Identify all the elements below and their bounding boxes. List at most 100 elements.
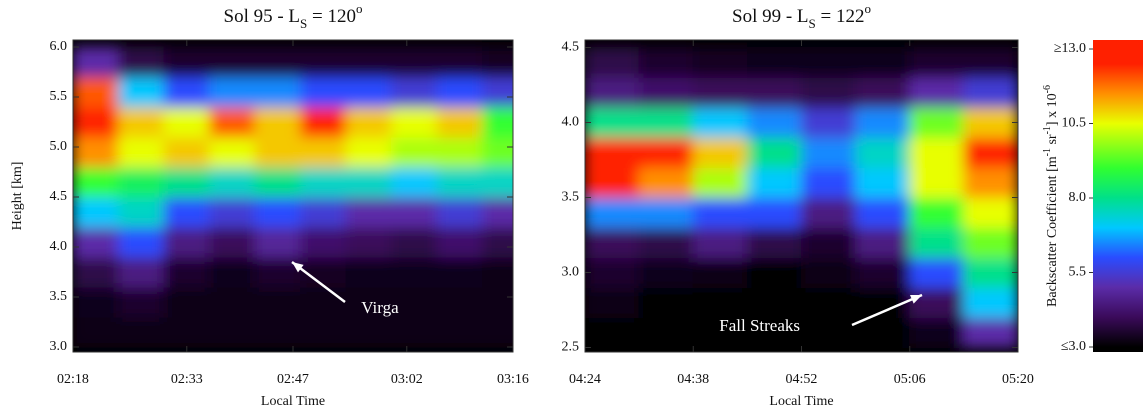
heatmap-cell bbox=[639, 197, 694, 228]
heatmap-cell bbox=[73, 167, 120, 198]
heatmap-cell bbox=[300, 107, 347, 138]
heatmap-cell bbox=[73, 77, 120, 108]
heatmap-cell bbox=[585, 197, 640, 228]
heatmap-cell bbox=[909, 137, 964, 168]
heatmap-cell bbox=[747, 47, 802, 78]
colorbar-tick-label: 8.0 bbox=[1069, 190, 1087, 205]
heatmap-cell bbox=[255, 287, 302, 318]
y-tick-label: 4.0 bbox=[562, 115, 580, 130]
heatmap-cell bbox=[747, 227, 802, 258]
heatmap-cell bbox=[693, 197, 748, 228]
heatmap-cell bbox=[118, 167, 165, 198]
x-tick-label: 04:38 bbox=[677, 372, 709, 387]
heatmap-cell bbox=[209, 167, 256, 198]
heatmap-cell bbox=[693, 77, 748, 108]
heatmap-cell bbox=[639, 47, 694, 78]
heatmap-cell bbox=[73, 47, 120, 78]
heatmap-cell bbox=[747, 257, 802, 288]
heatmap-cell bbox=[164, 257, 211, 288]
x-axis-label: Local Time bbox=[261, 394, 325, 409]
chart-title: Sol 99 - LS = 122o bbox=[732, 1, 871, 31]
heatmap-cell bbox=[747, 197, 802, 228]
heatmap-cell bbox=[909, 317, 964, 348]
colorbar-label-part: -1 bbox=[1042, 126, 1053, 134]
y-tick-label: 4.5 bbox=[562, 40, 580, 55]
heatmap-cell bbox=[963, 137, 1018, 168]
heatmap-cell bbox=[585, 287, 640, 318]
heatmap-cell bbox=[639, 137, 694, 168]
heatmap-cell bbox=[255, 107, 302, 138]
heatmap-cell bbox=[346, 257, 393, 288]
heatmap-cell bbox=[346, 107, 393, 138]
heatmap-cell bbox=[482, 137, 529, 168]
heatmap-cell bbox=[963, 107, 1018, 138]
y-tick-label: 3.5 bbox=[50, 289, 68, 304]
heatmap-cell bbox=[747, 287, 802, 318]
heatmap-cell bbox=[209, 257, 256, 288]
heatmap-cell bbox=[747, 77, 802, 108]
heatmap-cell bbox=[855, 167, 910, 198]
heatmap-cell bbox=[437, 257, 484, 288]
heatmap-cell bbox=[164, 107, 211, 138]
heatmap-cell bbox=[437, 197, 484, 228]
heatmap-cell bbox=[437, 77, 484, 108]
heatmap-cell bbox=[73, 227, 120, 258]
colorbar-tick-label: 10.5 bbox=[1062, 116, 1087, 131]
heatmap-cell bbox=[801, 257, 856, 288]
heatmap-cell bbox=[482, 47, 529, 78]
heatmap-cell bbox=[482, 167, 529, 198]
heatmap-cell bbox=[801, 317, 856, 348]
heatmap-cell bbox=[747, 167, 802, 198]
heatmap-cell bbox=[118, 257, 165, 288]
heatmap-cell bbox=[209, 107, 256, 138]
x-tick-label: 03:02 bbox=[391, 372, 423, 387]
heatmap-cell bbox=[801, 227, 856, 258]
heatmap-cell bbox=[437, 287, 484, 318]
colorbar-tick-label: 5.5 bbox=[1069, 265, 1087, 280]
heatmap-cell bbox=[118, 287, 165, 318]
heatmap-cell bbox=[73, 107, 120, 138]
heatmap-cell bbox=[118, 47, 165, 78]
heatmap-cell bbox=[963, 167, 1018, 198]
heatmap-cell bbox=[693, 257, 748, 288]
heatmap-cell bbox=[801, 197, 856, 228]
heatmap-cell bbox=[164, 227, 211, 258]
heatmap-cell bbox=[346, 137, 393, 168]
heatmap-cell bbox=[693, 287, 748, 318]
y-tick-label: 3.5 bbox=[562, 190, 580, 205]
heatmap-cell bbox=[801, 137, 856, 168]
y-tick-label: 3.0 bbox=[562, 265, 580, 280]
heatmap-cell bbox=[437, 47, 484, 78]
heatmap-cell bbox=[909, 167, 964, 198]
heatmap-cell bbox=[963, 317, 1018, 348]
heatmap-cell bbox=[909, 257, 964, 288]
heatmap-blur bbox=[585, 47, 1019, 348]
heatmap-cell bbox=[585, 137, 640, 168]
heatmap-cell bbox=[255, 77, 302, 108]
y-axis-label: Height [km] bbox=[10, 162, 25, 231]
heatmap-cell bbox=[639, 317, 694, 348]
heatmap-cell bbox=[391, 77, 438, 108]
heatmap-cell bbox=[300, 317, 347, 348]
heatmap-cell bbox=[963, 287, 1018, 318]
heatmap-cell bbox=[209, 77, 256, 108]
title-part: Sol 95 - L bbox=[224, 6, 301, 27]
heatmap-cell bbox=[909, 77, 964, 108]
heatmap-cell bbox=[585, 257, 640, 288]
colorbar-label: Backscatter Coefficient [m-1 sr-1] x 10-… bbox=[1042, 85, 1060, 307]
heatmap-cell bbox=[346, 47, 393, 78]
heatmap-cell bbox=[585, 77, 640, 108]
title-part: = 120 bbox=[307, 6, 356, 27]
y-tick-label: 3.0 bbox=[50, 339, 68, 354]
heatmap-cell bbox=[164, 287, 211, 318]
heatmap-cell bbox=[346, 77, 393, 108]
heatmap-cell bbox=[909, 227, 964, 258]
heatmap-cell bbox=[391, 197, 438, 228]
heatmap-cell bbox=[963, 47, 1018, 78]
heatmap-cell bbox=[118, 137, 165, 168]
heatmap-cell bbox=[855, 107, 910, 138]
heatmap-cell bbox=[391, 47, 438, 78]
heatmap-cell bbox=[118, 107, 165, 138]
annotation: Virga bbox=[361, 298, 399, 317]
heatmap-cell bbox=[855, 317, 910, 348]
